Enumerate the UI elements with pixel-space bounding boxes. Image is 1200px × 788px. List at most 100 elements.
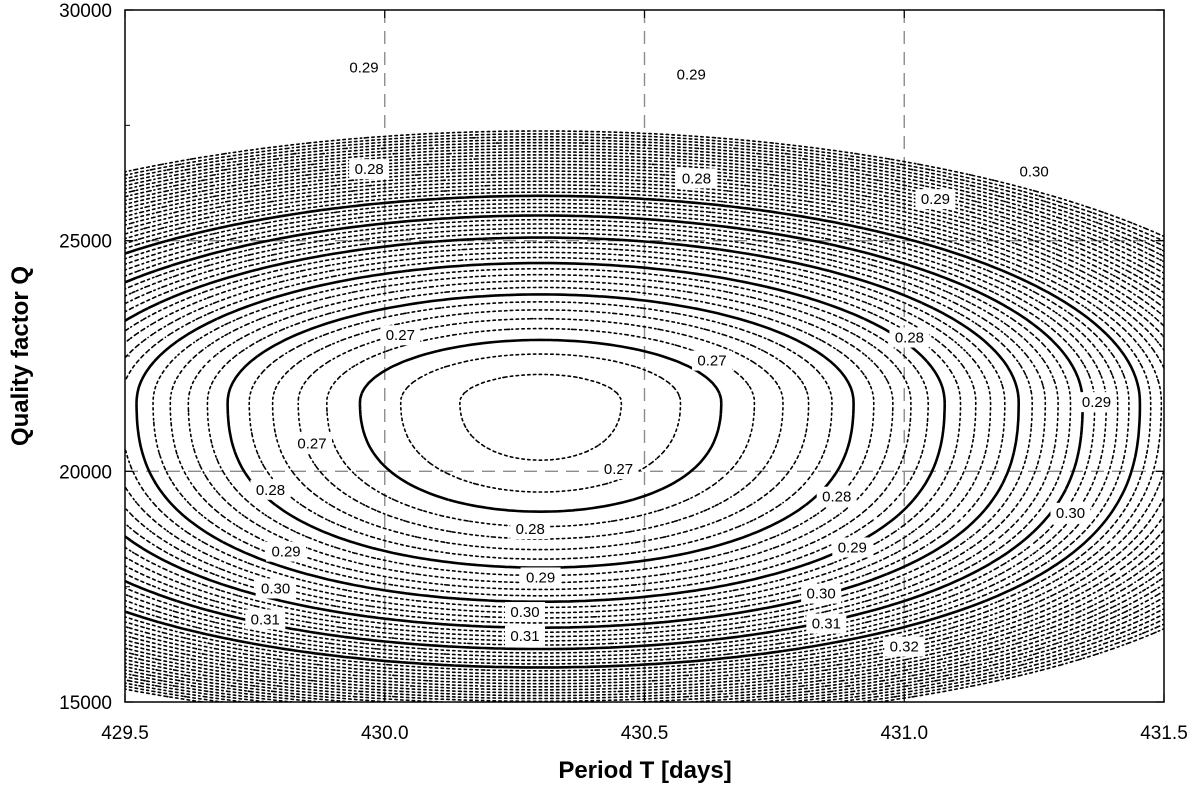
contour-line-major — [125, 194, 1142, 669]
contour-labels: 0.27 0.27 0.27 0.27 0.28 0.28 0.28 0.28 0.28 0.28… — [245, 57, 1117, 657]
contour-line-minor — [125, 144, 1164, 702]
contour-label-background — [343, 57, 384, 78]
contour-label-background — [915, 189, 956, 210]
contour-label: 0.29 — [838, 539, 867, 556]
contour-line-minor — [125, 187, 1163, 675]
contour-label: 0.29 — [526, 569, 555, 586]
contour-label-background — [676, 168, 717, 189]
contour-line-minor — [125, 141, 1164, 702]
x-tick-label: 431.0 — [880, 723, 928, 744]
x-tick-label: 430.5 — [621, 723, 669, 744]
x-axis-title: Period T [days] — [558, 757, 731, 784]
contour-label: 0.30 — [807, 586, 836, 603]
contour-label-background — [671, 64, 712, 85]
contour-line-major — [358, 338, 723, 513]
contour-label: 0.27 — [297, 436, 326, 453]
contour-label-background — [801, 583, 842, 604]
contour-label: 0.29 — [1082, 394, 1111, 411]
y-tick-label: 20000 — [59, 462, 112, 483]
contour-line-minor — [125, 223, 1059, 642]
contour-label-background — [245, 609, 286, 630]
contour-line-minor — [187, 280, 894, 584]
contour-line-minor — [125, 177, 1164, 685]
contour-label-background — [255, 578, 296, 599]
y-tick-label: 30000 — [59, 1, 112, 22]
contour-line-minor — [125, 166, 1164, 694]
contour-label-background — [806, 613, 847, 634]
contour-label: 0.28 — [895, 330, 924, 347]
contour-line-minor — [125, 154, 1164, 702]
contour-label: 0.27 — [604, 461, 633, 478]
contour-line-minor — [125, 157, 1164, 702]
contour-line-minor — [169, 273, 912, 591]
contour-label: 0.30 — [261, 581, 290, 598]
contour-line-minor — [206, 286, 875, 577]
y-tick-label: 15000 — [59, 693, 112, 714]
contour-label-background — [832, 537, 873, 558]
contour-label-background — [884, 636, 925, 657]
contour-label: 0.31 — [251, 611, 280, 628]
contour-line-minor — [125, 136, 1164, 702]
contour-label-background — [692, 350, 733, 371]
contour-label-background — [349, 159, 390, 180]
contour-label: 0.27 — [386, 327, 415, 344]
contour-label: 0.28 — [355, 161, 384, 178]
contour-label-background — [816, 486, 857, 507]
contour-line-minor — [271, 309, 810, 551]
contour-label: 0.28 — [682, 170, 711, 187]
contour-label-background — [1050, 502, 1091, 523]
contour-line-minor — [125, 232, 1033, 633]
contour-line-minor — [297, 317, 784, 540]
contour-label: 0.29 — [921, 191, 950, 208]
contour-label-background — [505, 602, 546, 623]
contour-line-major — [135, 261, 946, 603]
contour-line-minor — [125, 130, 1164, 702]
contour-line-minor — [125, 210, 1096, 654]
contour-line-minor — [125, 227, 1047, 638]
contour-line-minor — [125, 206, 1108, 658]
contour-label-background — [380, 325, 421, 346]
contour-label-background — [598, 459, 639, 480]
contour-label-background — [520, 567, 561, 588]
contour-line-minor — [125, 147, 1164, 702]
contour-label: 0.30 — [510, 604, 539, 621]
contour-line-minor — [125, 180, 1164, 682]
contour-line-minor — [125, 241, 1006, 624]
contour-label: 0.29 — [677, 67, 706, 84]
contour-line-minor — [125, 202, 1119, 662]
contour-label-background — [266, 541, 307, 562]
contour-label: 0.28 — [256, 482, 285, 499]
contour-line-minor — [248, 301, 833, 560]
contour-label-background — [1076, 392, 1117, 413]
contour-line-minor — [125, 191, 1152, 672]
contour-line-minor — [125, 198, 1130, 665]
contour-label-background — [889, 327, 930, 348]
contour-line-minor — [125, 256, 962, 609]
x-tick-label: 431.5 — [1140, 723, 1188, 744]
contour-label-background — [292, 433, 333, 454]
contour-line-minor — [125, 218, 1072, 646]
contour-label-background — [505, 626, 546, 647]
contour-line-minor — [125, 246, 992, 619]
contour-line-major — [226, 293, 855, 569]
contour-line-minor — [459, 373, 623, 461]
contour-line-minor — [125, 251, 977, 614]
contour-label: 0.29 — [349, 60, 378, 77]
contour-label: 0.32 — [890, 639, 919, 656]
contour-lines — [125, 130, 1164, 702]
contour-line-major — [125, 214, 1084, 651]
contour-label: 0.28 — [822, 489, 851, 506]
contour-label-background — [250, 479, 291, 500]
contour-label-background — [510, 519, 551, 539]
x-tick-label: 429.5 — [101, 723, 149, 744]
axis-ticks: 429.5 430.0 430.5 431.0 431.5 15000 20000 25000… — [59, 1, 1188, 744]
x-tick-label: 430.0 — [361, 723, 409, 744]
contour-label: 0.30 — [1056, 505, 1085, 522]
contour-line-minor — [125, 173, 1164, 688]
contour-label: 0.31 — [510, 628, 539, 645]
contour-label: 0.30 — [1020, 163, 1049, 180]
contour-line-minor — [125, 170, 1164, 691]
y-tick-label: 25000 — [59, 232, 112, 253]
contour-line-minor — [326, 327, 756, 528]
